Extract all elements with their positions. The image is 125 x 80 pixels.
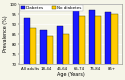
Bar <box>63 34 69 80</box>
Bar <box>111 14 117 80</box>
Bar <box>95 16 101 80</box>
Y-axis label: Prevalence (%): Prevalence (%) <box>3 16 8 52</box>
Legend: Diabetes, No diabetes: Diabetes, No diabetes <box>20 5 83 11</box>
Bar <box>30 28 36 80</box>
Bar <box>105 12 111 80</box>
Bar <box>24 18 30 80</box>
Bar <box>56 26 63 80</box>
Bar <box>40 30 46 80</box>
X-axis label: Age (Years): Age (Years) <box>57 72 85 77</box>
Bar <box>46 36 53 80</box>
Bar <box>79 16 85 80</box>
Bar <box>89 10 95 80</box>
Bar <box>73 10 79 80</box>
